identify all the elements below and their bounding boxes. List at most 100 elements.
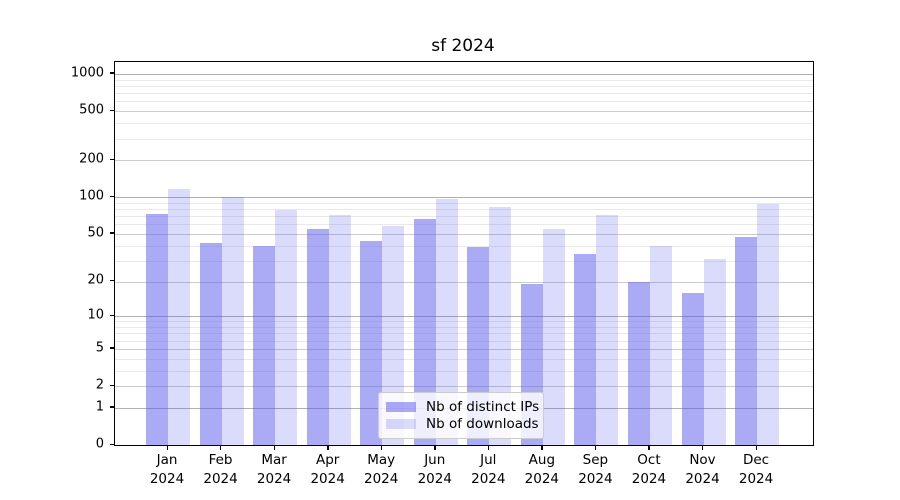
- bar-apr-downloads: [328, 215, 351, 445]
- x-tick-label-sep: Sep 2024: [578, 452, 613, 487]
- y-tick-label-1: 1: [95, 399, 104, 415]
- gridline-y-400: [115, 123, 813, 125]
- y-tick-mark-500: [110, 109, 115, 112]
- bar-dec-distinct-ips: [735, 237, 757, 445]
- bar-jul-downloads: [489, 207, 512, 445]
- gridline-y-6: [115, 340, 813, 342]
- bar-jun-downloads: [435, 198, 458, 445]
- y-tick-mark-50: [110, 232, 115, 234]
- bar-mar-distinct-ips: [253, 245, 276, 445]
- bar-jan-downloads: [168, 189, 190, 445]
- gridline-y-50: [115, 233, 813, 235]
- x-tick-mark-jan: [166, 445, 168, 450]
- gridline-y-3: [115, 370, 813, 372]
- y-tick-label-100: 100: [79, 188, 104, 204]
- plot-area: [114, 61, 814, 446]
- x-tick-mark-oct: [648, 445, 650, 450]
- chart-title: sf 2024: [431, 36, 495, 56]
- bar-feb-downloads: [221, 197, 244, 445]
- y-tick-label-0: 0: [95, 436, 104, 452]
- y-tick-label-50: 50: [87, 225, 104, 241]
- gridline-y-80: [115, 209, 813, 210]
- x-tick-label-nov: Nov 2024: [685, 452, 720, 487]
- gridline-y-5: [115, 348, 813, 350]
- gridline-y-700: [115, 93, 813, 95]
- x-tick-label-dec: Dec 2024: [738, 452, 774, 487]
- x-tick-label-jan: Jan 2024: [149, 452, 185, 487]
- y-tick-mark-10: [110, 314, 115, 317]
- x-tick-label-aug: Aug 2024: [524, 452, 560, 487]
- bar-jan-distinct-ips: [146, 213, 168, 445]
- gridline-y-900: [115, 79, 813, 81]
- gridline-y-90: [115, 202, 813, 204]
- y-tick-label-500: 500: [79, 102, 104, 118]
- x-tick-label-may: May 2024: [364, 452, 399, 487]
- y-tick-mark-100: [110, 195, 115, 198]
- bar-aug-downloads: [542, 228, 565, 445]
- y-tick-mark-0: [110, 443, 115, 445]
- x-tick-mark-jun: [434, 445, 436, 450]
- bar-nov-downloads: [703, 258, 726, 445]
- x-tick-mark-mar: [273, 445, 275, 450]
- legend-label-distinct-ips: Nb of distinct IPs: [426, 398, 540, 415]
- bar-oct-downloads: [650, 245, 672, 445]
- x-tick-label-mar: Mar 2024: [256, 452, 292, 487]
- bar-sep-distinct-ips: [574, 254, 597, 445]
- y-tick-mark-5: [110, 347, 115, 349]
- gridline-y-7: [115, 333, 813, 335]
- bar-mar-downloads: [275, 210, 298, 445]
- gridline-y-8: [115, 327, 813, 328]
- y-tick-label-2: 2: [95, 377, 104, 393]
- gridline-y-300: [115, 138, 813, 140]
- bar-oct-distinct-ips: [628, 281, 650, 445]
- legend: Nb of distinct IPs Nb of downloads: [378, 392, 544, 439]
- bar-may-downloads: [382, 226, 405, 445]
- gridline-y-4: [115, 358, 813, 360]
- x-tick-mark-sep: [594, 445, 597, 450]
- gridline-y-10: [115, 316, 813, 318]
- gridline-y-30: [115, 260, 813, 262]
- gridline-y-2: [115, 386, 813, 387]
- gridline-y-500: [115, 111, 813, 113]
- gridline-y-200: [115, 160, 813, 162]
- y-tick-label-1000: 1000: [70, 65, 104, 81]
- x-tick-mark-jul: [487, 445, 490, 450]
- gridline-y-60: [115, 224, 813, 226]
- y-tick-mark-1000: [110, 72, 115, 74]
- x-tick-label-jul: Jul 2024: [471, 452, 506, 487]
- bar-may-distinct-ips: [360, 240, 383, 445]
- gridline-y-800: [115, 85, 813, 87]
- gridline-y-600: [115, 101, 813, 103]
- gridline-y-100: [115, 197, 813, 199]
- x-tick-mark-may: [380, 445, 383, 450]
- legend-item-downloads: Nb of downloads: [386, 415, 539, 432]
- x-tick-label-oct: Oct 2024: [631, 452, 667, 487]
- y-tick-label-20: 20: [87, 272, 104, 288]
- bar-jun-distinct-ips: [413, 219, 436, 445]
- x-tick-label-apr: Apr 2024: [310, 452, 345, 487]
- legend-label-downloads: Nb of downloads: [426, 415, 539, 432]
- legend-item-distinct-ips: Nb of distinct IPs: [386, 398, 539, 415]
- y-tick-mark-2: [110, 384, 115, 386]
- bar-sep-downloads: [596, 215, 619, 445]
- x-tick-mark-feb: [220, 445, 222, 450]
- x-tick-mark-aug: [541, 445, 543, 450]
- x-tick-label-feb: Feb 2024: [203, 452, 238, 487]
- y-tick-label-200: 200: [79, 151, 104, 167]
- x-tick-mark-dec: [755, 445, 757, 450]
- x-tick-mark-nov: [702, 445, 704, 450]
- bar-apr-distinct-ips: [306, 228, 329, 445]
- bar-feb-distinct-ips: [199, 243, 222, 445]
- gridline-y-40: [115, 245, 813, 247]
- y-tick-mark-1: [110, 406, 115, 408]
- bar-nov-distinct-ips: [681, 292, 704, 445]
- gridline-y-9: [115, 321, 813, 323]
- gridline-y-70: [115, 216, 813, 218]
- gridline-y-1000: [115, 74, 813, 75]
- y-tick-label-10: 10: [87, 307, 104, 323]
- legend-swatch-downloads: [386, 418, 416, 429]
- gridline-y-20: [115, 281, 813, 283]
- x-tick-label-jun: Jun 2024: [417, 452, 452, 487]
- legend-swatch-distinct-ips: [386, 401, 416, 412]
